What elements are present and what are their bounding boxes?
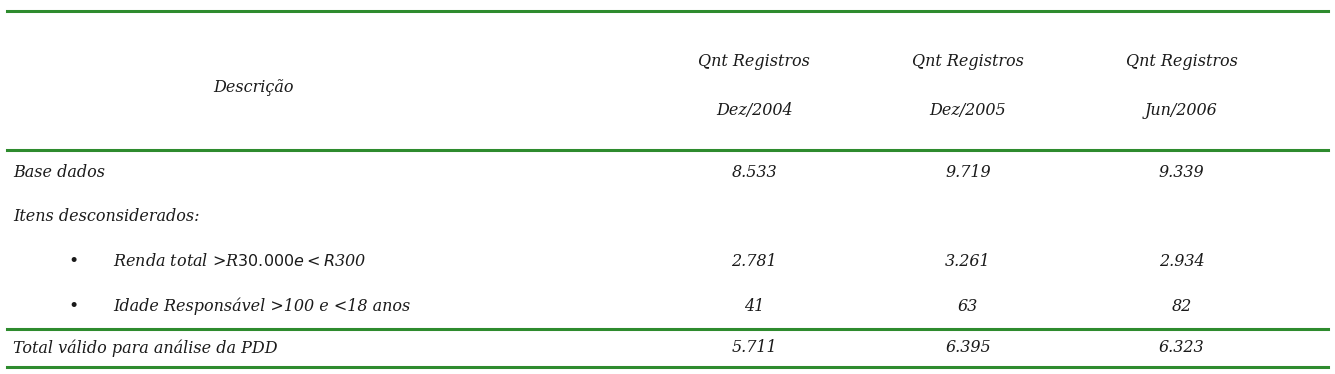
- Text: 82: 82: [1171, 298, 1192, 315]
- Text: Dez/2004: Dez/2004: [716, 102, 793, 119]
- Text: 2.781: 2.781: [732, 253, 777, 270]
- Text: 8.533: 8.533: [732, 163, 777, 181]
- Text: Descrição: Descrição: [214, 79, 294, 96]
- Text: Renda total >R$30.000 e <R$300: Renda total >R$30.000 e <R$300: [113, 253, 367, 270]
- Text: 2.934: 2.934: [1159, 253, 1204, 270]
- Text: 3.261: 3.261: [945, 253, 991, 270]
- Text: 63: 63: [957, 298, 979, 315]
- Text: Qnt Registros: Qnt Registros: [698, 53, 810, 70]
- Text: 9.719: 9.719: [945, 163, 991, 181]
- Text: Itens desconsiderados:: Itens desconsiderados:: [13, 208, 200, 226]
- Text: Idade Responsável >100 e <18 anos: Idade Responsável >100 e <18 anos: [113, 298, 411, 315]
- Text: 6.323: 6.323: [1159, 339, 1204, 356]
- Text: •: •: [68, 253, 79, 270]
- Text: Qnt Registros: Qnt Registros: [912, 53, 1024, 70]
- Text: •: •: [68, 298, 79, 315]
- Text: Total válido para análise da PDD: Total válido para análise da PDD: [13, 339, 278, 356]
- Text: 5.711: 5.711: [732, 339, 777, 356]
- Text: 41: 41: [744, 298, 765, 315]
- Text: 6.395: 6.395: [945, 339, 991, 356]
- Text: Base dados: Base dados: [13, 163, 105, 181]
- Text: Qnt Registros: Qnt Registros: [1125, 53, 1238, 70]
- Text: Dez/2005: Dez/2005: [929, 102, 1007, 119]
- Text: Jun/2006: Jun/2006: [1145, 102, 1218, 119]
- Text: 9.339: 9.339: [1159, 163, 1204, 181]
